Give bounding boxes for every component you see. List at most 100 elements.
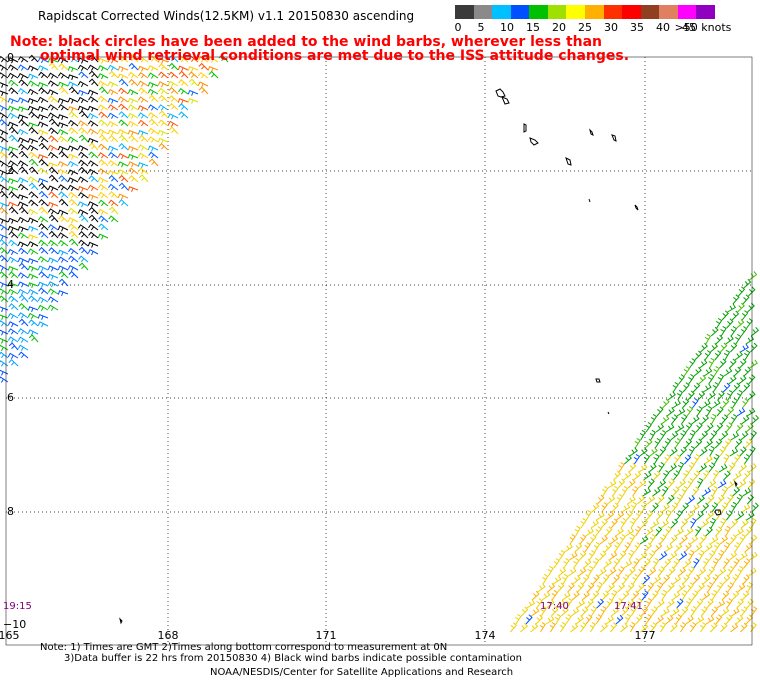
wind-barb	[726, 510, 733, 521]
wind-barb	[633, 558, 640, 569]
wind-barb	[740, 606, 748, 617]
wind-barb	[659, 621, 667, 633]
wind-barb	[629, 621, 636, 633]
wind-barb	[678, 566, 687, 577]
wind-barb	[0, 360, 9, 367]
wind-barb	[742, 382, 751, 393]
wind-barb	[662, 574, 671, 585]
wind-barb	[98, 223, 109, 231]
wind-barb	[572, 574, 581, 585]
wind-barb	[0, 112, 9, 119]
wind-barb	[197, 81, 209, 88]
wind-barb	[38, 230, 49, 239]
wind-barb	[650, 413, 658, 425]
wind-barb	[178, 111, 189, 119]
wind-barb	[7, 312, 19, 320]
wind-barb	[87, 160, 99, 167]
wind-barb	[107, 170, 119, 177]
wind-barb	[726, 494, 734, 505]
wind-barb	[47, 72, 59, 79]
wind-barb	[7, 178, 19, 185]
wind-barb	[28, 151, 39, 159]
wind-barb	[78, 239, 89, 247]
wind-barb	[744, 438, 753, 449]
lat-label-4: 4	[7, 278, 14, 291]
wind-barb	[0, 175, 9, 183]
wind-barb	[681, 589, 688, 601]
wind-barb	[624, 454, 632, 465]
wind-barb	[531, 590, 540, 601]
wind-barb	[0, 281, 9, 288]
wind-barb	[743, 558, 751, 569]
wind-barb	[7, 352, 19, 360]
wind-barb	[67, 184, 79, 192]
wind-barb	[48, 62, 59, 71]
wind-barb	[704, 455, 713, 465]
wind-barb	[638, 463, 648, 473]
wind-barb	[616, 598, 623, 609]
wind-barb	[603, 559, 612, 569]
wind-barb	[78, 246, 89, 255]
wind-barb	[571, 590, 580, 601]
wind-barb	[57, 161, 69, 168]
wind-barb	[669, 534, 678, 545]
wind-barb	[17, 336, 29, 343]
wind-barb	[7, 321, 19, 328]
wind-barb	[77, 80, 89, 88]
wind-barb	[157, 129, 169, 136]
wind-barb	[77, 89, 89, 96]
wind-barb	[730, 431, 740, 441]
wind-barb	[676, 407, 686, 417]
lat-label-2: 2	[7, 164, 14, 177]
wind-barb	[565, 613, 572, 625]
wind-barb	[98, 119, 109, 127]
wind-barb	[77, 120, 89, 127]
lon-label-171: 171	[315, 629, 337, 642]
wind-barb	[520, 622, 529, 633]
wind-barb	[47, 296, 59, 303]
wind-barb	[7, 248, 19, 256]
wind-barb	[621, 503, 631, 513]
wind-barb	[17, 64, 29, 71]
wind-barb	[702, 383, 712, 393]
lon-label-165: 165	[0, 629, 20, 642]
wind-barb	[47, 224, 59, 231]
wind-barb	[712, 557, 720, 569]
wind-barb	[669, 447, 678, 457]
wind-barb	[635, 614, 643, 625]
wind-barb	[655, 526, 663, 537]
wind-barb	[550, 606, 559, 617]
wind-barb	[600, 518, 609, 529]
wind-barb	[67, 105, 79, 112]
wind-barb	[88, 78, 99, 87]
wind-barb	[655, 423, 665, 433]
wind-barb	[58, 215, 69, 223]
wind-barb	[745, 335, 755, 345]
wind-barb	[644, 438, 653, 449]
wind-barb	[27, 329, 39, 336]
wind-barb	[188, 71, 199, 79]
wind-barb	[570, 623, 579, 633]
wind-barb	[97, 177, 109, 184]
wind-barb	[618, 550, 627, 561]
wind-barb	[605, 526, 613, 537]
wind-barb	[158, 119, 169, 127]
wind-barb	[729, 534, 737, 545]
wind-barb	[8, 295, 19, 303]
wind-barb	[188, 55, 199, 63]
wind-barb	[18, 150, 29, 159]
wind-barb	[669, 551, 678, 561]
wind-barb	[687, 477, 694, 489]
wind-barb	[7, 201, 19, 208]
wind-barb	[736, 407, 746, 417]
wind-barb	[138, 119, 149, 127]
wind-barb	[648, 550, 656, 561]
wind-barb	[615, 614, 624, 625]
wind-barb	[742, 294, 750, 305]
wind-barb	[665, 614, 674, 625]
wind-barb	[118, 119, 129, 127]
wind-barb	[649, 429, 656, 441]
wind-barb	[741, 415, 750, 425]
wind-barb	[659, 551, 668, 561]
wind-barb	[28, 199, 39, 207]
